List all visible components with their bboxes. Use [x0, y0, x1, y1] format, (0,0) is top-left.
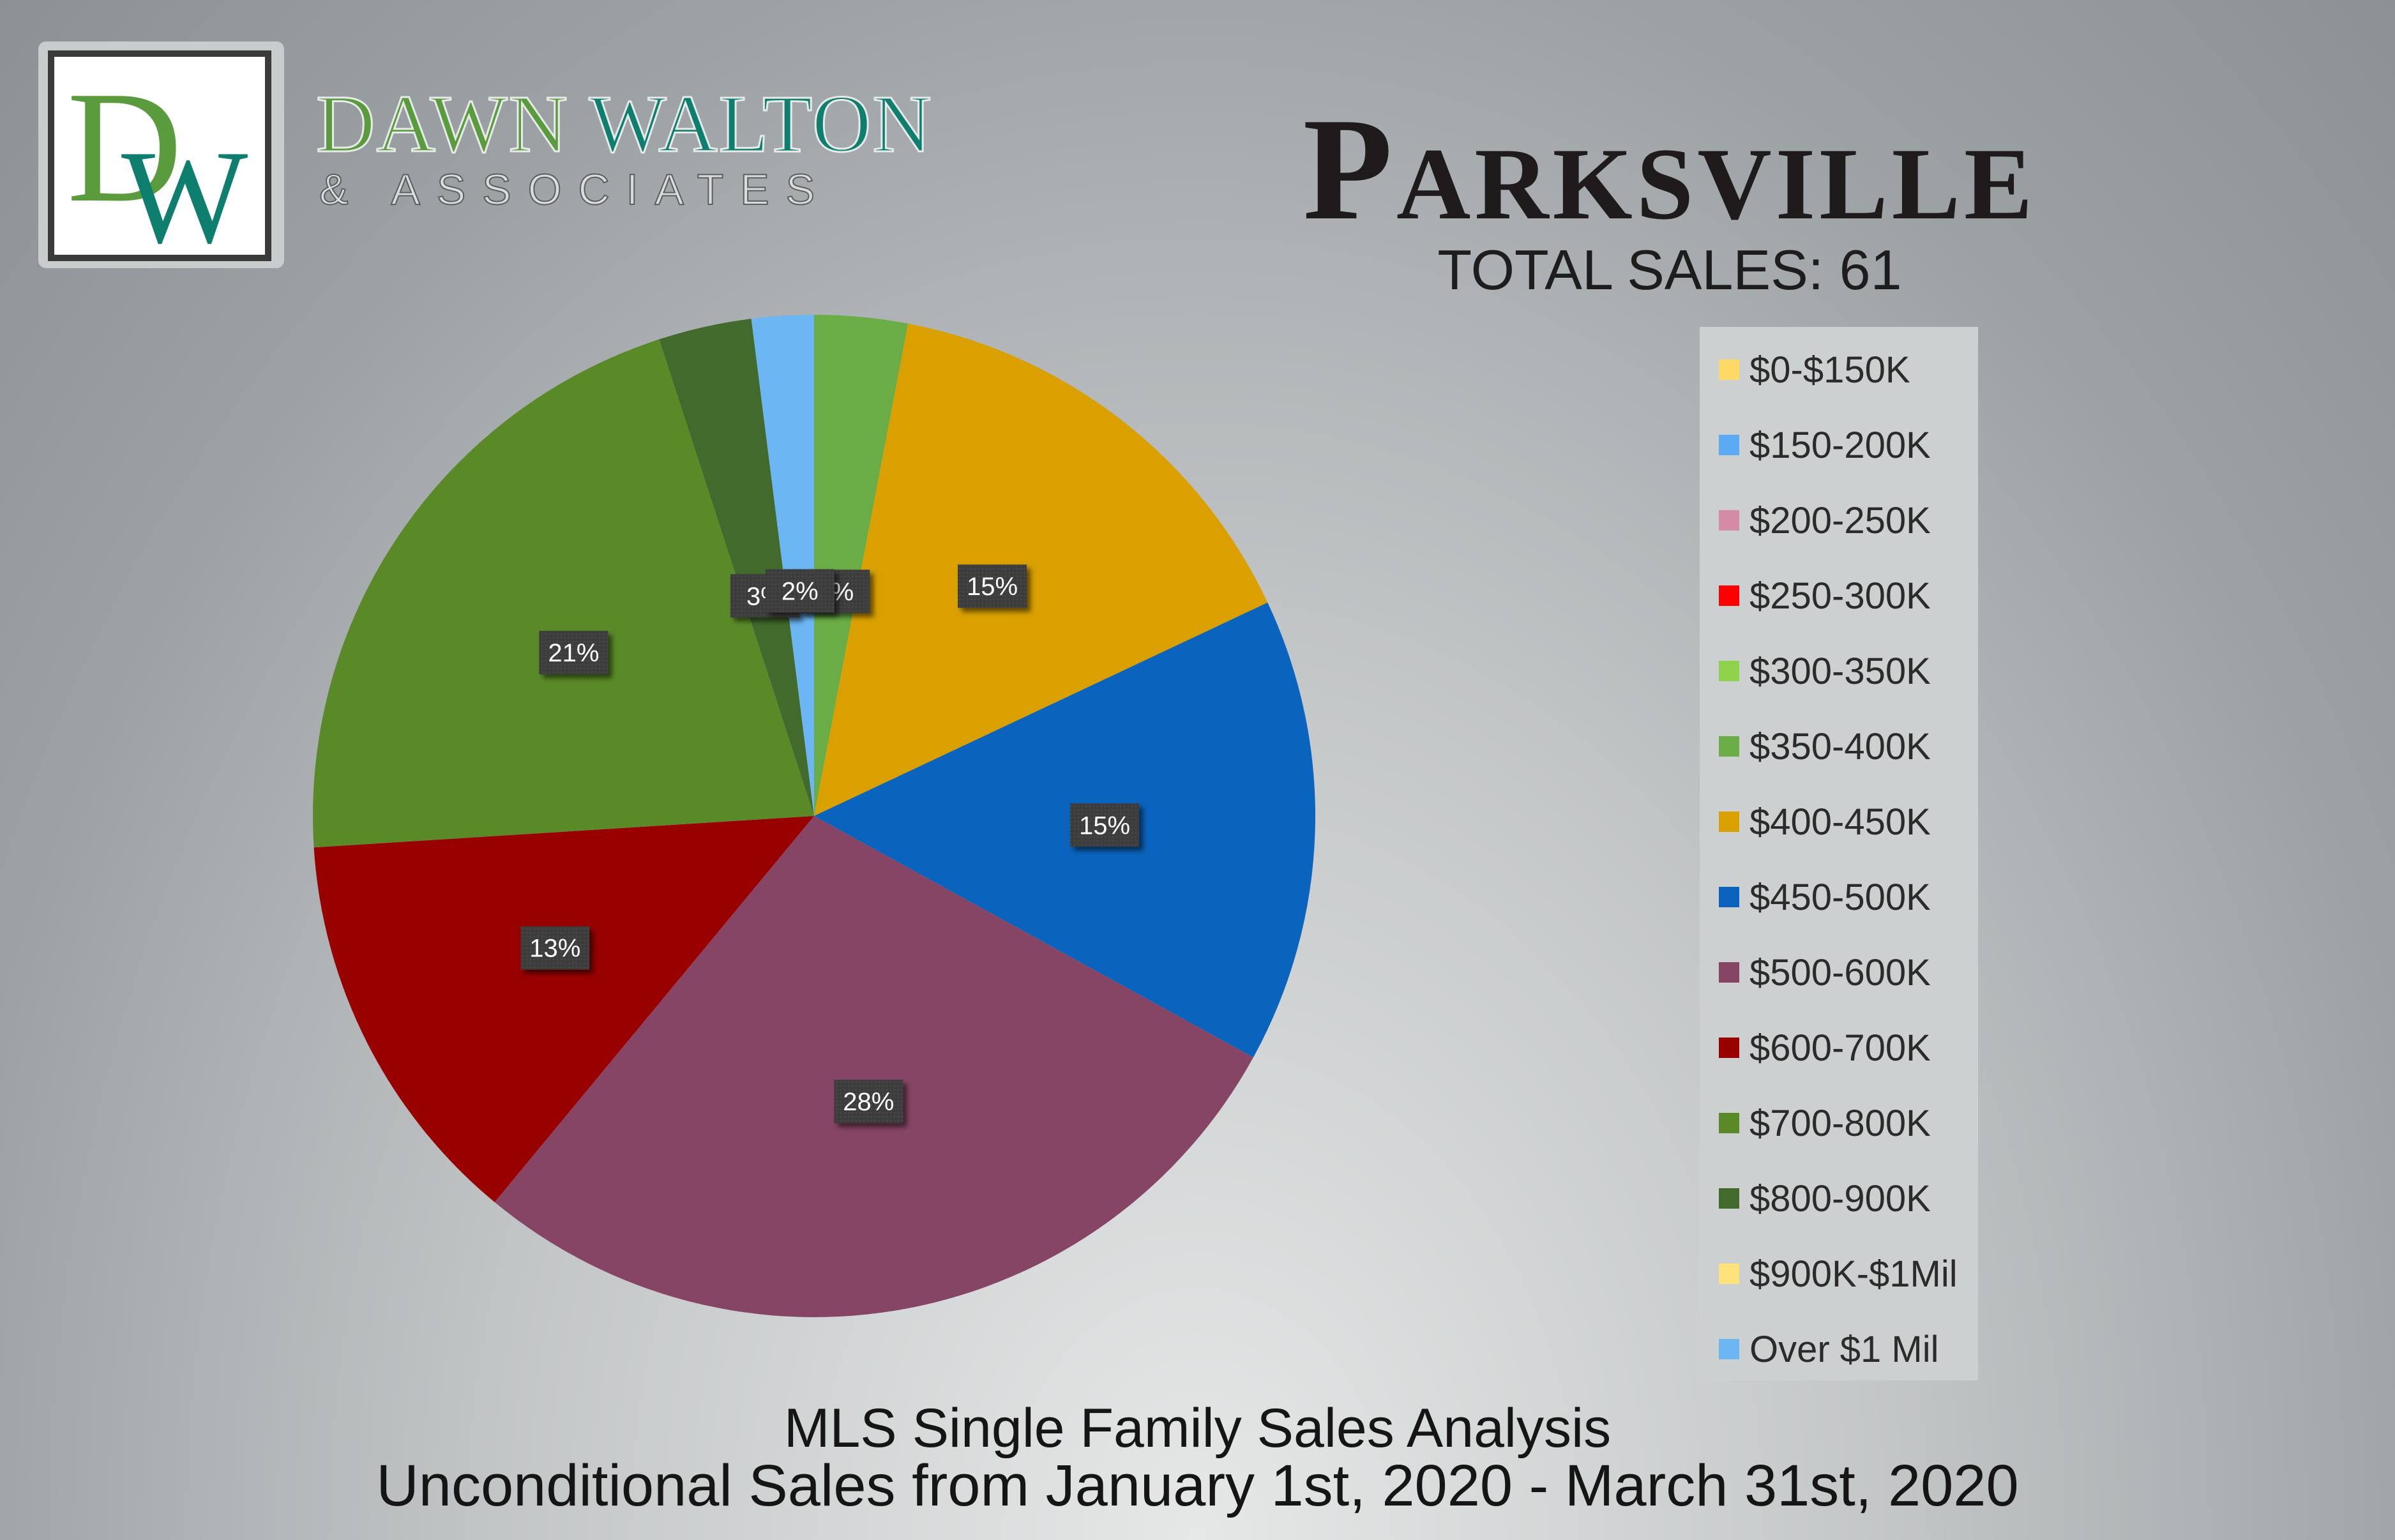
legend-item-900k-1mil: $900K-$1Mil	[1719, 1251, 1958, 1296]
legend-label: $250-300K	[1749, 575, 1931, 617]
logo-name: DAWN WALTON	[315, 82, 942, 166]
logo-frame: D W	[38, 42, 284, 271]
pie-slice-600-700k	[314, 816, 814, 1202]
legend-item-700-800k: $700-800K	[1719, 1101, 1931, 1145]
legend-swatch	[1719, 1188, 1739, 1209]
svg-text:W: W	[121, 123, 248, 255]
legend-swatch	[1719, 1113, 1739, 1133]
svg-text:13%: 13%	[529, 935, 580, 963]
svg-text:15%: 15%	[1079, 812, 1130, 840]
legend-label: $800-900K	[1749, 1177, 1931, 1219]
legend-item-250-300k: $250-300K	[1719, 573, 1931, 618]
svg-text:21%: 21%	[548, 639, 599, 667]
legend-swatch	[1719, 510, 1739, 531]
data-label-700-800k: 21%	[539, 631, 608, 675]
pie-slice-400-450k	[814, 323, 1268, 816]
legend-swatch	[1719, 661, 1739, 681]
legend-swatch	[1719, 812, 1739, 832]
chart-legend: $0-$150K $150-200K $200-250K $250-300K $300-…	[1700, 327, 1978, 1380]
legend-swatch	[1719, 887, 1739, 907]
legend-item-300-350k: $300-350K	[1719, 649, 1931, 693]
pie-slice-700-800k	[313, 339, 814, 848]
legend-swatch	[1719, 359, 1739, 380]
legend-label: $400-450K	[1749, 801, 1931, 843]
legend-label: $300-350K	[1749, 650, 1931, 692]
legend-item-150-200k: $150-200K	[1719, 423, 1931, 467]
logo-name-last: WALTON	[588, 79, 933, 169]
legend-swatch	[1719, 736, 1739, 757]
legend-swatch	[1719, 962, 1739, 983]
legend-item-over-1-mil: Over $1 Mil	[1719, 1327, 1939, 1371]
legend-item-400-450k: $400-450K	[1719, 799, 1931, 844]
legend-item-0-150k: $0-$150K	[1719, 347, 1910, 392]
dw-monogram-logo: D W	[67, 59, 248, 271]
legend-label: $150-200K	[1749, 424, 1931, 466]
page-title: Parksville	[1303, 87, 2037, 250]
pie-slice-over-1-mil	[751, 315, 814, 816]
logo-monogram-box: D W	[48, 50, 271, 271]
legend-item-200-250k: $200-250K	[1719, 498, 1931, 543]
legend-label: $500-600K	[1749, 951, 1931, 993]
legend-item-600-700k: $600-700K	[1719, 1025, 1931, 1070]
logo-subtitle: & ASSOCIATES	[319, 165, 832, 215]
legend-label: $700-800K	[1749, 1102, 1931, 1144]
total-sales: TOTAL SALES: 61	[1437, 238, 1902, 301]
legend-label: $200-250K	[1749, 499, 1931, 541]
legend-swatch	[1719, 435, 1739, 455]
legend-label: $450-500K	[1749, 876, 1931, 918]
svg-text:28%: 28%	[843, 1088, 894, 1116]
legend-swatch	[1719, 585, 1739, 606]
legend-swatch	[1719, 1038, 1739, 1058]
data-label-600-700k: 13%	[520, 926, 590, 970]
svg-text:D: D	[67, 59, 183, 236]
data-label-400-450k: 15%	[958, 564, 1027, 608]
pie-slice-500-600k	[494, 816, 1253, 1317]
legend-label: $350-400K	[1749, 725, 1931, 767]
chart-caption-title: MLS Single Family Sales Analysis	[783, 1398, 1612, 1459]
pie-slices	[313, 315, 1315, 1317]
data-label-500-600k: 28%	[834, 1080, 903, 1124]
legend-item-350-400k: $350-400K	[1719, 724, 1931, 769]
legend-swatch	[1719, 1264, 1739, 1284]
chart-caption-period: Unconditional Sales from January 1st, 20…	[376, 1453, 2019, 1518]
legend-label: $900K-$1Mil	[1749, 1253, 1958, 1295]
pie-slice-350-400k	[814, 315, 909, 816]
legend-item-500-600k: $500-600K	[1719, 950, 1931, 995]
legend-label: $0-$150K	[1749, 349, 1910, 391]
logo-name-first: DAWN	[315, 79, 569, 169]
pie-slice-800-900k	[659, 319, 814, 817]
legend-label: Over $1 Mil	[1749, 1328, 1939, 1370]
pie-slice-450-500k	[814, 602, 1315, 1058]
legend-item-800-900k: $800-900K	[1719, 1176, 1931, 1221]
svg-text:2%: 2%	[782, 577, 819, 605]
data-label-450-500k: 15%	[1070, 803, 1140, 847]
legend-item-450-500k: $450-500K	[1719, 875, 1931, 919]
pie-data-labels: 3% 15%15%28%13%21%3%2%	[520, 564, 1140, 1124]
legend-swatch	[1719, 1339, 1739, 1359]
legend-label: $600-700K	[1749, 1027, 1931, 1069]
svg-text:15%: 15%	[967, 573, 1018, 601]
data-label-over-1-mil: 2%	[765, 569, 835, 613]
